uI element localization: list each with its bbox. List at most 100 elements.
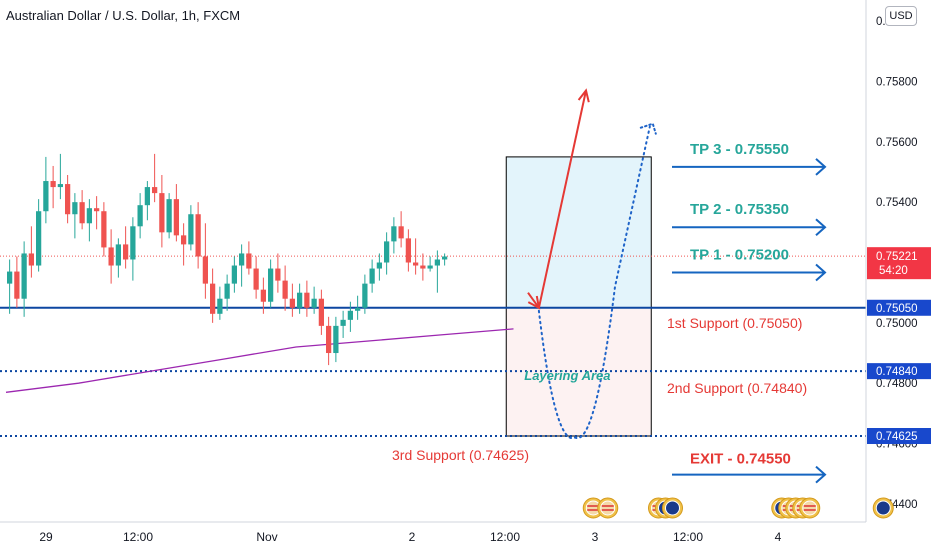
candle-body — [260, 289, 266, 302]
candle-body — [195, 214, 201, 257]
candle-body — [137, 205, 143, 227]
level-tag-2 — [867, 363, 931, 380]
au-flag-icon — [875, 500, 891, 516]
candle-body — [275, 268, 281, 281]
candle-body — [369, 268, 375, 284]
level-tag-text-1: 0.75050 — [876, 303, 918, 315]
exit-label: EXIT - 0.74550 — [690, 451, 791, 468]
arrowhead-drop — [527, 295, 541, 310]
arrowhead-rally — [577, 88, 590, 103]
layering-area-label: Layering Area — [524, 368, 610, 383]
price-tick-label: 0.75000 — [876, 318, 918, 330]
candle-body — [144, 187, 150, 206]
candle-body — [268, 268, 274, 302]
scenario-rally-arrow — [537, 90, 587, 309]
candle-body — [239, 253, 245, 266]
level-tag-1 — [867, 299, 931, 316]
candle-body — [28, 253, 34, 266]
price-tick-label: 0.75400 — [876, 197, 918, 209]
price-tick-label: 0.75800 — [876, 76, 918, 88]
candle-body — [297, 292, 303, 308]
candle-body — [173, 199, 179, 236]
candle-body — [434, 259, 440, 266]
candle-body — [57, 184, 63, 188]
candle-body — [340, 319, 346, 326]
candle-body — [65, 184, 71, 215]
current-price-tag — [867, 247, 931, 280]
candle-body — [289, 298, 295, 308]
time-tick-label: 2 — [409, 530, 416, 544]
level-tag-text-2: 0.74840 — [876, 366, 918, 378]
candle-body — [43, 181, 49, 212]
candle-body — [347, 310, 353, 320]
candle-body — [326, 325, 332, 354]
candle-body — [181, 235, 187, 245]
candle-body — [427, 265, 433, 269]
candle-body — [253, 268, 259, 290]
time-tick-label: 12:00 — [490, 530, 520, 544]
us-flag-icon — [802, 500, 818, 516]
candle-body — [86, 208, 92, 224]
candle-body — [355, 307, 361, 311]
candle-body — [94, 208, 100, 212]
candle-body — [159, 193, 165, 233]
price-tick-label: 0.74800 — [876, 378, 918, 390]
moving-average-line — [5, 328, 514, 393]
candle-body — [101, 211, 107, 248]
candle-body — [108, 247, 114, 266]
support-label-1: 1st Support (0.75050) — [667, 315, 802, 331]
time-tick-label: 4 — [775, 530, 782, 544]
candle-body — [7, 271, 13, 284]
candle-body — [130, 226, 136, 260]
level-tag-text-3: 0.74625 — [876, 431, 918, 443]
candle-body — [72, 202, 78, 215]
countdown-text: 54:20 — [879, 265, 908, 277]
candle-body — [210, 283, 216, 314]
target-arrow-3-head — [815, 158, 827, 176]
time-tick-label: 29 — [39, 530, 53, 544]
target-label-3: TP 3 - 0.75550 — [690, 141, 789, 158]
candle-body — [333, 325, 339, 354]
candle-body — [246, 253, 252, 269]
candle-body — [362, 283, 368, 308]
candle-body — [166, 199, 172, 233]
candle-body — [282, 280, 288, 299]
candle-body — [79, 202, 85, 224]
time-tick-label: 3 — [592, 530, 599, 544]
time-tick-label: 12:00 — [673, 530, 703, 544]
currency-button[interactable]: USD — [885, 6, 917, 26]
target-label-2: TP 2 - 0.75350 — [690, 201, 789, 218]
candle-body — [21, 253, 27, 299]
candle-body — [420, 265, 426, 269]
price-tick-label: 0.75600 — [876, 137, 918, 149]
candle-body — [217, 298, 223, 314]
us-flag-icon — [600, 500, 616, 516]
candle-body — [442, 256, 448, 260]
support-label-3: 3rd Support (0.74625) — [392, 447, 529, 463]
scenario-drop-arrow — [527, 292, 540, 309]
candle-body — [384, 241, 390, 263]
time-tick-label: Nov — [256, 530, 277, 544]
candle-body — [398, 226, 404, 239]
candle-body — [405, 238, 411, 263]
profit-zone — [505, 156, 652, 309]
layering-path — [537, 125, 651, 440]
support-label-2: 2nd Support (0.74840) — [667, 380, 807, 396]
time-tick-label: 12:00 — [123, 530, 153, 544]
target-arrow-1-head — [815, 263, 827, 282]
target-arrow-2-head — [815, 218, 827, 236]
candle-body — [413, 262, 419, 266]
candle-body — [202, 256, 208, 284]
candle-body — [50, 181, 56, 188]
target-label-1: TP 1 - 0.75200 — [690, 247, 789, 264]
level-tag-3 — [867, 428, 931, 445]
chart-title: Australian Dollar / U.S. Dollar, 1h, FXC… — [6, 8, 241, 23]
candle-body — [318, 298, 324, 326]
candle-body — [224, 283, 230, 299]
candle-body — [391, 226, 397, 242]
arrowhead-layering — [639, 122, 657, 135]
candle-body — [311, 298, 317, 308]
candle-body — [123, 244, 129, 260]
current-price-text: 0.75221 — [876, 251, 918, 263]
